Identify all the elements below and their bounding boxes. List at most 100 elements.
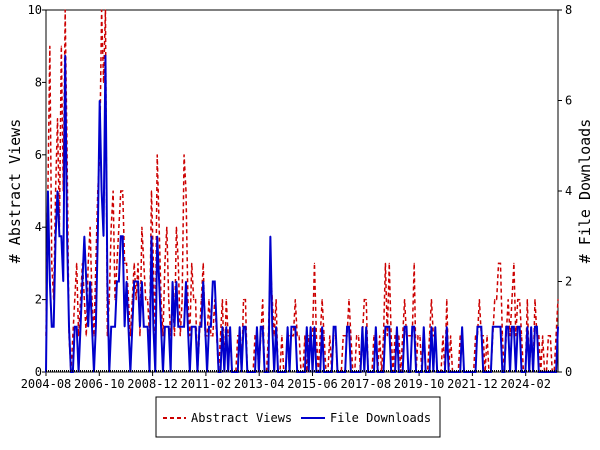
data-point xyxy=(515,335,517,337)
data-point xyxy=(288,335,291,337)
data-point xyxy=(340,371,342,373)
data-point xyxy=(520,371,523,373)
data-point xyxy=(183,154,185,156)
data-point xyxy=(361,326,363,328)
data-point xyxy=(171,280,174,283)
data-point xyxy=(129,335,131,337)
data-point xyxy=(120,235,122,237)
data-point xyxy=(133,280,135,283)
data-point xyxy=(101,9,103,11)
data-point xyxy=(308,335,310,337)
data-point xyxy=(402,335,404,337)
data-point xyxy=(131,326,133,328)
data-point xyxy=(122,235,124,237)
data-point xyxy=(191,326,193,328)
data-point xyxy=(89,226,91,228)
data-point xyxy=(356,335,358,337)
data-point xyxy=(214,280,216,283)
data-point xyxy=(112,190,114,192)
data-point xyxy=(294,299,296,301)
data-point xyxy=(118,280,120,283)
data-point xyxy=(292,326,294,328)
data-point xyxy=(384,262,387,264)
x-axis: 2004-08 2006-10 2008-12 2011-02 2013-04 2015-… xyxy=(21,372,551,391)
data-point xyxy=(262,299,264,301)
data-point xyxy=(269,235,271,237)
data-point xyxy=(323,335,325,337)
data-point xyxy=(319,335,321,337)
data-point xyxy=(200,326,202,328)
data-point xyxy=(474,335,477,337)
data-point xyxy=(95,262,97,264)
legend-box xyxy=(155,396,441,438)
data-point xyxy=(509,335,511,337)
data-point xyxy=(122,190,124,192)
data-point xyxy=(382,371,385,373)
data-point xyxy=(127,326,130,328)
data-point xyxy=(271,326,273,328)
data-point xyxy=(461,326,463,328)
data-point xyxy=(386,335,388,337)
data-point xyxy=(210,326,212,328)
x-tick-label: 2011-02 xyxy=(181,377,232,391)
data-point xyxy=(237,335,239,337)
data-point xyxy=(91,326,93,328)
data-point xyxy=(290,326,293,328)
data-point xyxy=(177,326,179,328)
data-point xyxy=(156,235,158,237)
data-point xyxy=(513,326,515,328)
data-point xyxy=(407,335,410,337)
data-point xyxy=(110,226,112,228)
data-point xyxy=(380,371,383,373)
data-point xyxy=(419,335,421,337)
data-point xyxy=(194,299,197,301)
data-point xyxy=(428,335,431,337)
data-point xyxy=(116,262,118,264)
data-point xyxy=(254,335,256,337)
data-point xyxy=(526,326,528,328)
data-point xyxy=(423,326,425,328)
data-point xyxy=(124,262,126,264)
data-point xyxy=(193,326,195,328)
data-point xyxy=(373,335,375,337)
data-point xyxy=(204,326,206,328)
y-left-tick-label: 10 xyxy=(28,3,42,17)
data-point xyxy=(193,299,195,301)
data-point xyxy=(72,335,74,337)
data-point xyxy=(221,326,224,328)
data-point xyxy=(403,326,406,328)
data-point xyxy=(342,335,344,337)
y-right-tick-label: 2 xyxy=(565,275,572,289)
data-point xyxy=(459,335,461,337)
data-point xyxy=(496,299,498,301)
data-point xyxy=(496,326,498,328)
data-point xyxy=(168,326,170,328)
data-point xyxy=(519,299,521,301)
data-point xyxy=(194,326,197,328)
data-point xyxy=(557,299,559,301)
data-point xyxy=(78,335,80,337)
data-point xyxy=(549,335,551,337)
data-point xyxy=(513,262,515,264)
data-point xyxy=(256,326,258,328)
data-point xyxy=(379,335,381,337)
data-point xyxy=(494,299,496,301)
y-left-axis: 0 2 4 6 8 10 xyxy=(28,3,46,379)
data-point xyxy=(365,299,367,301)
data-point xyxy=(260,326,262,328)
data-point xyxy=(152,262,154,264)
y-right-axis: 0 2 4 6 8 xyxy=(558,3,572,379)
data-point xyxy=(348,326,350,328)
data-point xyxy=(208,326,210,328)
data-point xyxy=(530,326,532,328)
data-point xyxy=(365,326,367,328)
data-point xyxy=(145,326,147,328)
data-point xyxy=(64,54,66,56)
data-point xyxy=(58,235,61,237)
data-point xyxy=(227,335,229,337)
data-point xyxy=(473,371,475,373)
legend-label-abstract-views: Abstract Views xyxy=(191,411,292,425)
data-point xyxy=(89,280,91,283)
data-point xyxy=(555,335,557,337)
